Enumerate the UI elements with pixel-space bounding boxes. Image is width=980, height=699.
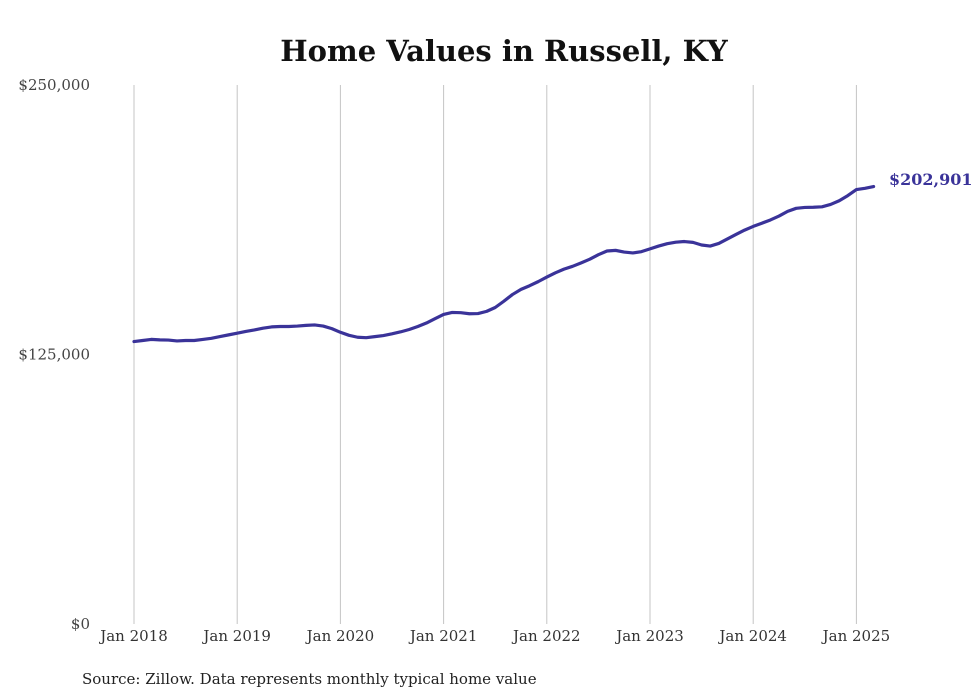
y-tick-label-0: $0 [71,615,90,633]
x-tick-label-2025: Jan 2025 [821,627,891,645]
x-axis-ticks: Jan 2018 Jan 2019 Jan 2020 Jan 2021 Jan 2022… [98,627,890,645]
x-tick-label-2018: Jan 2018 [98,627,168,645]
source-note: Source: Zillow. Data represents monthly … [82,670,537,688]
chart-title: Home Values in Russell, KY [280,34,728,68]
gridlines [133,85,857,624]
home-value-series-line [132,184,876,344]
x-tick-label-2020: Jan 2020 [305,627,375,645]
x-tick-label-2022: Jan 2022 [511,627,581,645]
x-tick-label-2019: Jan 2019 [201,627,271,645]
x-tick-label-2021: Jan 2021 [408,627,478,645]
y-tick-label-125000: $125,000 [18,346,90,364]
x-tick-label-2023: Jan 2023 [614,627,684,645]
y-tick-label-250000: $250,000 [18,76,90,94]
x-tick-label-2024: Jan 2024 [717,627,787,645]
latest-value-label: $202,901 [889,170,973,189]
y-axis-ticks: $0 $125,000 $250,000 [18,76,90,633]
